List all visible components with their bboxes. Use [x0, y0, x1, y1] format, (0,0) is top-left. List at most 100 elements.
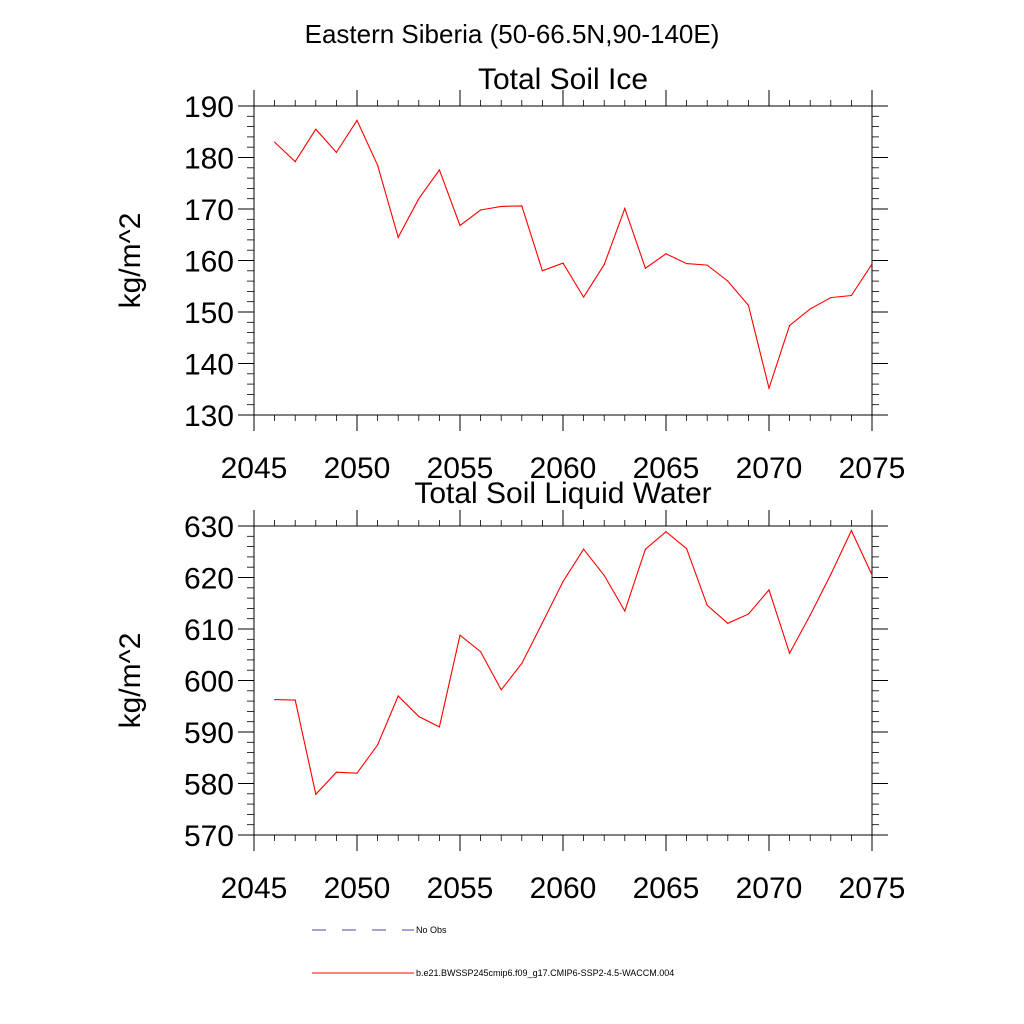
y-tick-label: 150: [184, 297, 234, 330]
x-tick-label: 2055: [427, 872, 494, 905]
x-tick-label: 2065: [633, 872, 700, 905]
data-point: [459, 224, 461, 227]
data-point: [747, 613, 750, 615]
x-tick-label: 2060: [530, 452, 597, 485]
data-point: [624, 207, 626, 210]
x-tick-label: 2065: [633, 452, 700, 485]
y-tick-label: 590: [184, 717, 234, 750]
y-tick-label: 620: [184, 563, 234, 596]
data-point: [438, 169, 440, 171]
data-point: [480, 209, 482, 211]
chart-title: Total Soil Liquid Water: [414, 477, 711, 510]
data-point: [644, 267, 647, 269]
figure-title: Eastern Siberia (50-66.5N,90-140E): [305, 19, 720, 49]
data-point: [294, 699, 296, 701]
data-point: [850, 530, 853, 532]
data-point: [335, 771, 337, 773]
y-tick-label: 610: [184, 614, 234, 647]
series-line-0: [274, 119, 873, 391]
x-tick-label: 2070: [736, 872, 803, 905]
data-point: [665, 531, 667, 533]
data-point: [850, 294, 853, 297]
data-point: [397, 236, 399, 238]
series-line-0: [274, 529, 873, 796]
data-point: [871, 263, 873, 265]
y-tick-label: 180: [184, 143, 234, 176]
y-tick-label: 130: [184, 400, 234, 433]
data-point: [830, 296, 832, 299]
x-tick-label: 2050: [324, 872, 391, 905]
data-point: [397, 695, 399, 697]
x-tick-label: 2075: [839, 452, 906, 485]
data-point: [377, 164, 379, 166]
data-point: [768, 387, 770, 389]
data-point: [274, 698, 276, 701]
x-tick-label: 2070: [736, 452, 803, 485]
y-tick-label: 160: [184, 246, 234, 279]
data-point: [686, 548, 688, 550]
data-point: [294, 161, 296, 163]
data-point: [603, 264, 605, 266]
legend-label-model: b.e21.BWSSP245cmip6.f09_g17.CMIP6-SSP2-4…: [416, 968, 674, 978]
data-point: [706, 264, 708, 266]
plot-frame: [253, 105, 873, 416]
y-tick-label: 600: [184, 666, 234, 699]
data-point: [315, 793, 317, 795]
data-point: [727, 622, 729, 624]
data-point: [418, 198, 420, 200]
legend: No Obs b.e21.BWSSP245cmip6.f09_g17.CMIP6…: [312, 925, 674, 978]
y-tick-label: 630: [184, 511, 234, 544]
data-point: [624, 610, 626, 612]
x-tick-label: 2050: [324, 452, 391, 485]
data-point: [871, 574, 873, 576]
data-point: [377, 744, 379, 746]
data-point: [789, 652, 791, 654]
panel-total-soil-liquid-water: Total Soil Liquid Water 570 580 590 600 610 62…: [114, 477, 905, 905]
y-tick-label: 570: [184, 820, 234, 853]
data-point: [562, 262, 564, 264]
x-tick-label: 2060: [530, 872, 597, 905]
y-tick-label: 190: [184, 91, 234, 124]
y-tick-label: 140: [184, 349, 234, 382]
data-point: [500, 689, 502, 691]
data-point: [521, 662, 523, 665]
data-point: [500, 205, 502, 208]
x-tick-label: 2045: [221, 872, 288, 905]
x-tick-label: 2045: [221, 452, 288, 485]
data-point: [727, 280, 729, 282]
data-point: [459, 634, 461, 636]
x-tick-label: 2075: [839, 872, 906, 905]
data-point: [603, 574, 605, 577]
data-point: [562, 581, 564, 583]
data-point: [809, 308, 811, 310]
data-point: [809, 614, 811, 616]
legend-label-no-obs: No Obs: [416, 925, 447, 935]
data-point: [274, 141, 276, 143]
data-point: [541, 270, 544, 272]
data-point: [706, 604, 708, 606]
data-point: [644, 548, 647, 550]
data-point: [480, 651, 482, 653]
y-tick-label: 170: [184, 194, 234, 227]
data-point: [356, 119, 358, 122]
data-point: [686, 262, 688, 265]
data-point: [438, 726, 440, 728]
data-point: [356, 772, 358, 774]
data-point: [418, 715, 420, 718]
data-point: [789, 324, 791, 326]
y-tick-label: 580: [184, 769, 234, 802]
data-point: [541, 622, 544, 624]
data-point: [583, 548, 585, 550]
data-point: [335, 151, 337, 153]
y-axis-label: kg/m^2: [114, 633, 147, 729]
data-point: [583, 296, 585, 298]
plot-frame: [253, 525, 873, 836]
y-axis-label: kg/m^2: [114, 213, 147, 309]
data-point: [747, 304, 750, 306]
data-point: [315, 128, 317, 130]
data-point: [768, 589, 770, 591]
data-point: [521, 205, 523, 207]
data-point: [665, 253, 667, 255]
